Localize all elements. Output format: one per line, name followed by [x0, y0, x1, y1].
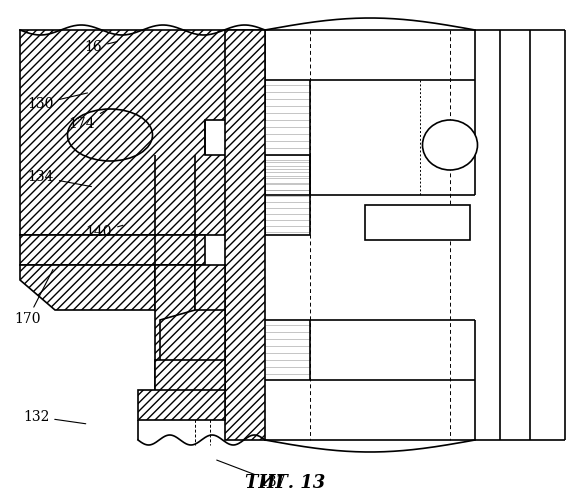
Polygon shape: [155, 360, 225, 400]
Text: 16: 16: [85, 40, 117, 54]
Polygon shape: [20, 30, 265, 235]
Text: 174: 174: [69, 109, 109, 131]
Text: 132: 132: [23, 410, 86, 424]
Text: ΤИГ. 13: ΤИГ. 13: [245, 474, 325, 492]
Polygon shape: [195, 265, 225, 390]
Polygon shape: [365, 205, 470, 240]
Polygon shape: [155, 265, 195, 390]
Ellipse shape: [423, 120, 477, 170]
Polygon shape: [138, 390, 225, 420]
Polygon shape: [20, 265, 155, 310]
Text: 170: 170: [14, 269, 53, 326]
Polygon shape: [20, 235, 205, 265]
Text: 134: 134: [27, 170, 91, 187]
Text: 137: 137: [217, 460, 286, 489]
Polygon shape: [225, 30, 265, 440]
Polygon shape: [160, 310, 225, 390]
Text: 130: 130: [27, 93, 87, 111]
Text: 140: 140: [86, 225, 123, 239]
Ellipse shape: [67, 109, 152, 161]
